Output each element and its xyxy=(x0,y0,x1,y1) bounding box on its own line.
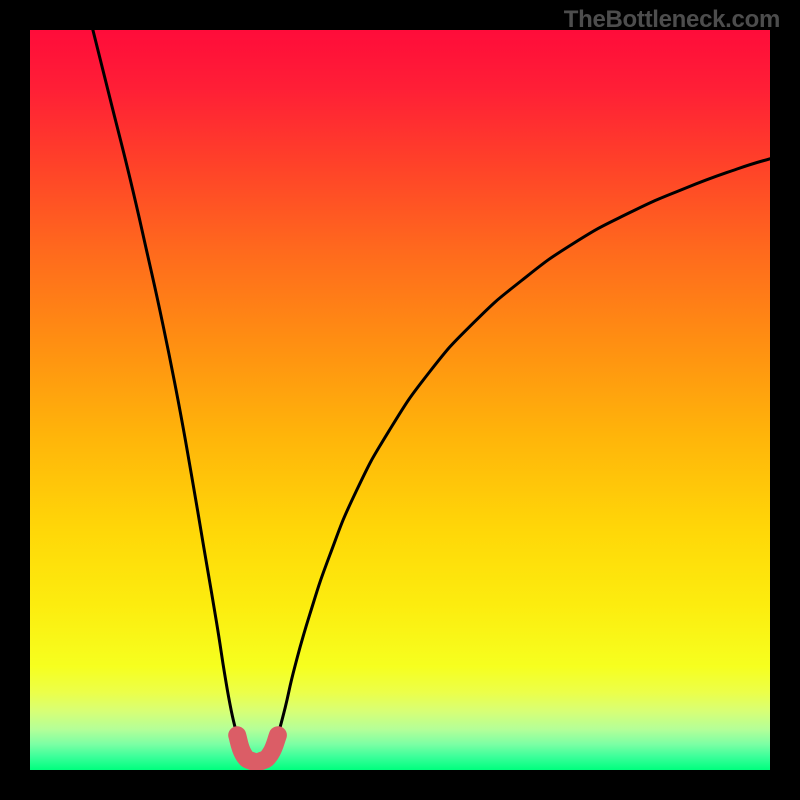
gradient-background xyxy=(30,30,770,770)
chart-plot-area xyxy=(30,30,770,770)
outer-frame: TheBottleneck.com xyxy=(0,0,800,800)
watermark-text: TheBottleneck.com xyxy=(564,6,780,34)
